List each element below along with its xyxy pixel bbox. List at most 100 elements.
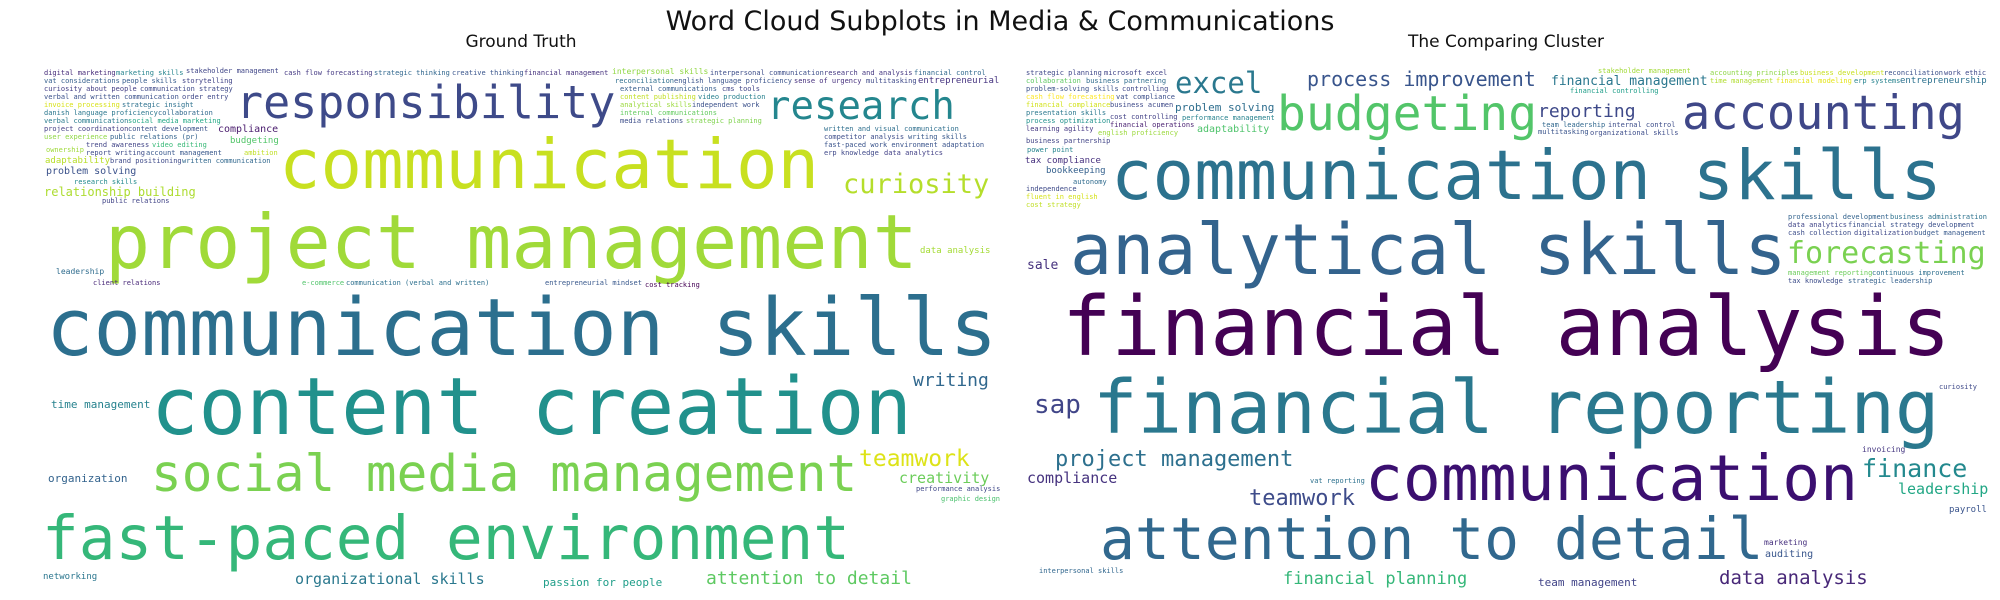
word-content-publishing: content publishing bbox=[620, 93, 696, 101]
word-curiosity: curiosity bbox=[843, 169, 990, 200]
word-communication-skills: communication skills bbox=[1111, 136, 1942, 216]
word-finance: finance bbox=[1862, 454, 1968, 483]
word-fluent-in-english: fluent in english bbox=[1026, 193, 1098, 201]
word-communication: communication bbox=[1365, 442, 1859, 515]
word-reconciliation: reconciliation bbox=[1884, 69, 1944, 77]
word-problem-solving: problem solving bbox=[1175, 101, 1275, 114]
word-teamwork: teamwork bbox=[859, 446, 970, 472]
word-budget-management: budget management bbox=[1914, 229, 1986, 237]
word-people-skills: people skills bbox=[122, 77, 177, 85]
word-time-management: time management bbox=[1710, 77, 1774, 85]
word-process-improvement: process improvement bbox=[1307, 67, 1536, 91]
word-data-analysis: data analysis bbox=[1719, 567, 1868, 589]
word-writing-skills: writing skills bbox=[908, 133, 968, 141]
word-payroll: payroll bbox=[1949, 505, 1987, 515]
wordcloud-canvas: communication skills content creation proj… bbox=[40, 66, 1002, 590]
word-report-writing: report writing bbox=[86, 149, 146, 157]
word-internal-control: internal control bbox=[1608, 121, 1676, 129]
word-performance-management: performance management bbox=[1182, 114, 1275, 122]
word-data-analytics: data analytics bbox=[1788, 221, 1848, 229]
word-management-reporting: management reporting bbox=[1788, 269, 1873, 277]
word-e-commerce: e-commerce bbox=[302, 279, 345, 287]
word-storytelling: storytelling bbox=[182, 77, 233, 85]
word-learning-agility: learning agility bbox=[1026, 125, 1094, 133]
word-adaptability: adaptability bbox=[1197, 124, 1270, 135]
word-teamwork: teamwork bbox=[1249, 486, 1355, 511]
word-collaboration: collaboration bbox=[1026, 77, 1081, 85]
word-financial-management: financial management bbox=[1551, 74, 1708, 89]
word-trend-awareness: trend awareness bbox=[86, 141, 150, 149]
word-presentation-skills: presentation skills bbox=[1026, 109, 1107, 117]
word-graphic-design: graphic design bbox=[941, 495, 1001, 503]
figure-title: Word Cloud Subplots in Media & Communica… bbox=[665, 6, 1335, 37]
word-tax-knowledge: tax knowledge bbox=[1788, 277, 1843, 285]
subplot-title-ground-truth: Ground Truth bbox=[465, 32, 577, 52]
word-financial-controlling: financial controlling bbox=[1570, 87, 1659, 95]
word-ambition: ambition bbox=[244, 149, 278, 157]
word-erp-systems: erp systems bbox=[1854, 77, 1901, 85]
word-cost-controlling: cost controlling bbox=[1110, 113, 1178, 121]
word-written-communication: written communication bbox=[182, 157, 271, 165]
word-financial-control: financial control bbox=[914, 69, 986, 77]
word-business-partnership: business partnership bbox=[1026, 137, 1111, 145]
word-responsibility: responsibility bbox=[236, 76, 616, 129]
word-digital-marketing: digital marketing bbox=[44, 69, 116, 77]
word-controlling: controlling bbox=[1122, 85, 1169, 93]
word-compliance: compliance bbox=[1027, 469, 1118, 487]
word-project-management: project management bbox=[105, 198, 918, 286]
word-strategic-leadership: strategic leadership bbox=[1848, 277, 1933, 285]
word-strategic-insight: strategic insight bbox=[122, 101, 194, 109]
word-strategic-planning: strategic planning bbox=[686, 117, 762, 125]
word-verbal-communication: verbal communication bbox=[44, 117, 129, 125]
word-relationship-building: relationship building bbox=[44, 185, 196, 199]
word-cash-collection: cash collection bbox=[1788, 229, 1852, 237]
word-social-media-management: social media management bbox=[151, 445, 858, 504]
word-competitor-analysis: competitor analysis bbox=[824, 133, 905, 141]
word-communication-strategy: communication strategy bbox=[140, 85, 233, 93]
word-interpersonal-skills: interpersonal skills bbox=[612, 67, 709, 76]
word-financial-analysis: financial analysis bbox=[1062, 280, 1951, 375]
word-english-language-proficiency: english language proficiency bbox=[674, 77, 793, 85]
word-interpersonal-skills: interpersonal skills bbox=[1039, 567, 1124, 575]
word-business-acumen: business acumen bbox=[1110, 101, 1174, 109]
word-curiosity: curiosity bbox=[1939, 383, 1977, 391]
word-organization: organization bbox=[48, 472, 128, 485]
word-media-relations: media relations bbox=[620, 117, 684, 125]
word-order-entry: order entry bbox=[182, 93, 229, 101]
word-financial-management: financial management bbox=[524, 69, 609, 77]
word-creativity: creativity bbox=[899, 469, 990, 487]
word-multitasking: multitasking bbox=[866, 77, 917, 85]
word-communication-verbal-and-written: communication (verbal and written) bbox=[346, 279, 490, 287]
word-sense-of-urgency: sense of urgency bbox=[794, 77, 862, 85]
word-data-analysis: data analysis bbox=[920, 246, 991, 256]
word-microsoft-excel: microsoft excel bbox=[1104, 69, 1168, 77]
word-digitalization: digitalization bbox=[1854, 229, 1914, 237]
word-performance-analysis: performance analysis bbox=[916, 485, 1001, 493]
word-marketing-skills: marketing skills bbox=[116, 69, 184, 77]
word-budgeting: budgeting bbox=[1277, 86, 1538, 142]
word-account-management: account management bbox=[146, 149, 222, 157]
word-budgeting: budgeting bbox=[230, 136, 279, 146]
word-vat-reporting: vat reporting bbox=[1310, 477, 1365, 485]
word-independent-work: independent work bbox=[692, 101, 760, 109]
word-danish-language-proficiency: danish language proficiency bbox=[44, 109, 158, 117]
word-cash-flow-forecasting: cash flow forecasting bbox=[284, 69, 373, 77]
word-public-relations: public relations bbox=[102, 197, 170, 205]
word-accounting-principles: accounting principles bbox=[1710, 69, 1799, 77]
word-problem-solving: problem solving bbox=[46, 166, 137, 177]
word-organizational-skills: organizational skills bbox=[295, 570, 485, 588]
word-reporting: reporting bbox=[1538, 101, 1636, 122]
word-invoice-processing: invoice processing bbox=[44, 101, 120, 109]
word-fast-paced-work-environment-adaptation: fast-paced work environment adaptation bbox=[824, 141, 985, 149]
word-financial-reporting: financial reporting bbox=[1093, 365, 1940, 451]
word-entrepreneurial: entrepreneurial bbox=[918, 76, 1000, 86]
word-external-communications: external communications bbox=[620, 85, 717, 93]
word-curiosity-about-people: curiosity about people bbox=[44, 85, 137, 93]
wordcloud-panel-ground-truth: Ground Truth communication skills content… bbox=[40, 32, 1002, 590]
word-writing: writing bbox=[913, 370, 989, 391]
word-project-coordination: project coordination bbox=[44, 125, 129, 133]
word-ownership: ownership bbox=[46, 146, 84, 154]
word-research-skills: research skills bbox=[74, 178, 138, 186]
word-continuous-improvement: continuous improvement bbox=[1872, 269, 1965, 277]
word-cash-flow-forecasting: cash flow forecasting bbox=[1026, 93, 1115, 101]
